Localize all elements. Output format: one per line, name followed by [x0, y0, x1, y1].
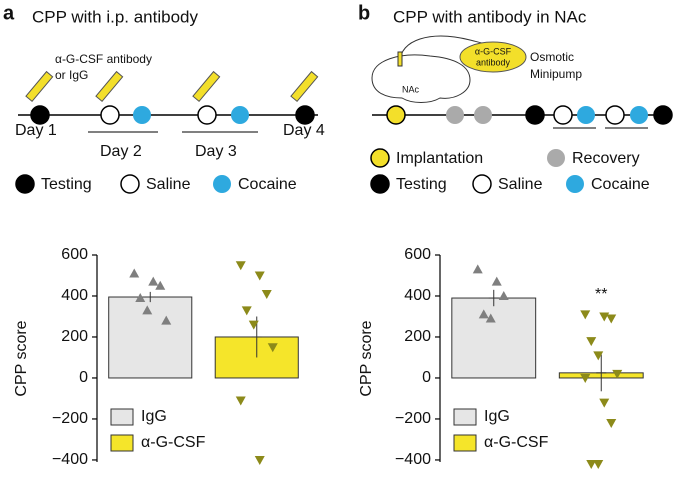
data-point	[135, 293, 146, 303]
panel-letter: a	[3, 2, 15, 24]
data-point	[498, 290, 509, 300]
y-tick-label: 600	[61, 246, 88, 263]
data-point	[248, 320, 259, 330]
legend-label: Saline	[498, 176, 543, 193]
y-tick-label: 200	[404, 328, 431, 345]
data-point	[580, 373, 591, 383]
legend-label: Cocaine	[591, 176, 650, 193]
legend-label: Cocaine	[238, 176, 297, 193]
legend-label: IgG	[141, 408, 167, 425]
data-point	[267, 343, 278, 353]
data-point	[142, 305, 153, 315]
data-point	[606, 419, 617, 429]
legend-label: IgG	[484, 408, 510, 425]
data-point	[472, 264, 483, 274]
data-point	[241, 306, 252, 316]
data-point	[261, 289, 272, 299]
data-point	[586, 460, 597, 470]
data-point	[235, 396, 246, 406]
bar	[451, 297, 537, 379]
data-point	[599, 398, 610, 408]
day-label: Day 1	[15, 122, 57, 139]
y-tick-label: 200	[61, 328, 88, 345]
panel-title: CPP with i.p. antibody	[32, 7, 198, 26]
legend-label: Recovery	[572, 150, 640, 167]
data-point	[235, 261, 246, 271]
data-point	[491, 276, 502, 286]
data-point	[593, 351, 604, 361]
y-tick-label: −400	[395, 451, 431, 468]
panel-letter: b	[358, 2, 370, 24]
day-label: Day 2	[100, 143, 142, 160]
bar	[108, 296, 193, 379]
legend-label: α-G-CSF	[484, 434, 549, 451]
y-tick-label: 400	[61, 287, 88, 304]
legend-label: α-G-CSF	[141, 434, 206, 451]
legend-swatch	[110, 434, 134, 452]
y-tick-label: −200	[52, 410, 88, 427]
day-label: Day 4	[283, 122, 325, 139]
region-label: NAc	[402, 84, 420, 94]
data-point	[485, 313, 496, 323]
legend-label: Testing	[41, 176, 92, 193]
data-point	[254, 455, 265, 465]
y-axis-label: CPP score	[13, 320, 30, 396]
data-point	[161, 315, 172, 325]
pump-name: Osmotic	[530, 50, 574, 64]
y-tick-label: −200	[395, 410, 431, 427]
legend-label: Implantation	[396, 150, 483, 167]
day-label: Day 3	[195, 143, 237, 160]
pump-label: α-G-CSF	[475, 46, 512, 56]
panel-title: CPP with antibody in NAc	[393, 7, 587, 26]
data-point	[478, 309, 489, 319]
data-point	[593, 460, 604, 470]
legend-label: Testing	[396, 176, 447, 193]
timeline-a	[15, 70, 319, 194]
legend-swatch	[453, 408, 477, 426]
pump	[459, 41, 527, 73]
legend-label: Saline	[146, 176, 191, 193]
y-tick-label: 600	[404, 246, 431, 263]
data-point	[129, 268, 140, 278]
y-tick-label: 400	[404, 287, 431, 304]
data-point	[148, 276, 159, 286]
data-point	[606, 314, 617, 324]
significance: **	[595, 286, 607, 303]
pump-name: Minipump	[530, 67, 582, 81]
legend-swatch	[453, 434, 477, 452]
pump-label: antibody	[476, 57, 511, 67]
legend-swatch	[110, 408, 134, 426]
data-point	[155, 280, 166, 290]
y-axis-label: CPP score	[358, 320, 375, 396]
data-point	[580, 310, 591, 320]
injection-label: or IgG	[55, 68, 88, 82]
y-tick-label: 0	[422, 369, 431, 386]
y-tick-label: −400	[52, 451, 88, 468]
injection-label: α-G-CSF antibody	[55, 52, 152, 66]
data-point	[612, 369, 623, 379]
data-point	[254, 271, 265, 281]
data-point	[586, 337, 597, 347]
y-tick-label: 0	[79, 369, 88, 386]
timeline-b	[370, 105, 673, 194]
